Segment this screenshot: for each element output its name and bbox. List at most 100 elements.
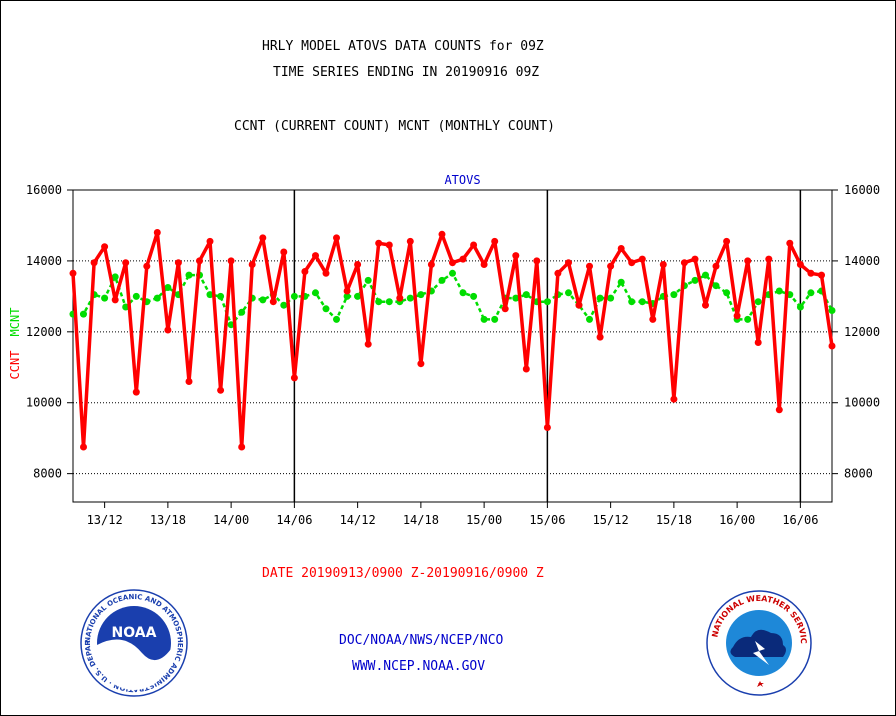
y-tick-label-left: 8000 — [33, 467, 62, 481]
data-point-ccnt — [153, 229, 161, 236]
data-point-mcnt — [712, 282, 720, 290]
data-point-ccnt — [491, 237, 499, 245]
x-tick-label: 16/00 — [719, 513, 755, 527]
data-point-ccnt — [101, 243, 109, 251]
data-point-mcnt — [670, 291, 678, 299]
data-point-ccnt — [354, 261, 362, 268]
data-point-mcnt — [364, 276, 372, 284]
x-tick-label: 15/18 — [656, 513, 692, 527]
data-point-ccnt — [659, 261, 667, 268]
data-point-mcnt — [449, 269, 456, 277]
chart-title-line-1: HRLY MODEL ATOVS DATA COUNTS for 09Z — [262, 39, 544, 54]
data-point-ccnt — [754, 339, 762, 346]
x-tick-label: 16/06 — [782, 513, 818, 527]
data-point-mcnt — [691, 276, 699, 284]
data-point-mcnt — [543, 298, 551, 306]
y-tick-label-left: 12000 — [26, 325, 62, 339]
data-point-mcnt — [480, 315, 488, 323]
data-point-ccnt — [459, 255, 467, 263]
noaa-wordmark: NOAA — [112, 625, 157, 641]
noaa-bird-shape — [97, 639, 171, 690]
data-point-ccnt — [80, 443, 87, 451]
data-point-mcnt — [438, 276, 446, 284]
data-point-mcnt — [354, 292, 362, 300]
x-tick-label: 14/18 — [403, 513, 439, 527]
axis-layer — [67, 189, 838, 508]
data-point-ccnt — [217, 386, 225, 394]
data-point-ccnt — [290, 374, 298, 382]
data-point-ccnt — [280, 248, 288, 256]
data-point-mcnt — [375, 298, 383, 306]
x-tick-label: 14/12 — [340, 513, 376, 527]
data-point-ccnt — [406, 237, 414, 245]
data-point-ccnt — [596, 333, 604, 341]
data-point-ccnt — [586, 262, 593, 270]
data-point-mcnt — [343, 292, 351, 300]
data-point-ccnt — [301, 268, 309, 275]
x-tick-label: 13/18 — [150, 513, 186, 527]
chart-subtitle: CCNT (CURRENT COUNT) MCNT (MONTHLY COUNT… — [234, 119, 555, 134]
x-tick-label: 15/00 — [466, 513, 502, 527]
data-point-mcnt — [807, 289, 815, 297]
data-point-ccnt — [607, 262, 615, 270]
data-point-mcnt — [628, 298, 636, 306]
data-point-ccnt — [122, 259, 130, 267]
series-layer — [69, 229, 836, 451]
data-point-mcnt — [217, 292, 225, 300]
y-tick-label-left: 14000 — [26, 254, 62, 268]
data-point-ccnt — [828, 342, 836, 350]
data-point-mcnt — [164, 284, 172, 291]
data-point-ccnt — [575, 301, 583, 309]
data-point-ccnt — [238, 443, 246, 451]
data-point-ccnt — [512, 252, 520, 260]
data-point-ccnt — [449, 259, 456, 267]
data-point-mcnt — [280, 301, 288, 309]
data-point-ccnt — [617, 245, 625, 252]
data-point-mcnt — [522, 291, 530, 299]
data-point-mcnt — [754, 298, 762, 306]
data-point-ccnt — [680, 259, 688, 267]
data-point-mcnt — [153, 294, 161, 302]
data-point-ccnt — [132, 388, 140, 396]
data-point-ccnt — [248, 261, 256, 268]
data-point-ccnt — [417, 360, 425, 368]
data-point-mcnt — [101, 294, 109, 302]
data-point-ccnt — [712, 262, 720, 270]
y-tick-label-left: 10000 — [26, 396, 62, 410]
data-point-ccnt — [185, 378, 193, 385]
website-link[interactable]: WWW.NCEP.NOAA.GOV — [352, 659, 486, 674]
data-point-mcnt — [322, 305, 330, 313]
data-point-ccnt — [111, 296, 119, 304]
data-point-mcnt — [238, 308, 246, 316]
data-point-ccnt — [744, 257, 752, 265]
data-point-ccnt — [818, 271, 825, 279]
data-point-ccnt — [533, 257, 541, 265]
data-point-ccnt — [480, 261, 488, 268]
data-point-mcnt — [80, 310, 87, 318]
data-point-ccnt — [501, 305, 509, 313]
data-point-mcnt — [185, 271, 193, 279]
y-tick-label-left: 16000 — [26, 183, 62, 197]
data-point-ccnt — [164, 326, 172, 334]
data-point-ccnt — [343, 287, 351, 295]
data-point-ccnt — [470, 241, 478, 249]
panel-title: ATOVS — [444, 173, 480, 187]
x-tick-label: 13/12 — [87, 513, 123, 527]
data-point-ccnt — [69, 269, 77, 277]
data-point-ccnt — [322, 269, 330, 277]
data-point-ccnt — [796, 261, 804, 268]
data-point-mcnt — [132, 292, 140, 300]
x-tick-label: 15/12 — [593, 513, 629, 527]
y-axis-label-mcnt: MCNT — [8, 308, 22, 337]
data-point-mcnt — [775, 287, 783, 295]
data-point-ccnt — [649, 315, 657, 323]
nws-logo: NATIONAL WEATHER SERVICE — [706, 590, 812, 696]
data-point-ccnt — [807, 269, 815, 277]
data-point-ccnt — [375, 239, 383, 247]
data-point-mcnt — [565, 289, 572, 297]
data-point-mcnt — [607, 294, 615, 302]
y-tick-label-right: 16000 — [844, 183, 880, 197]
data-point-ccnt — [385, 241, 393, 249]
data-point-ccnt — [765, 255, 773, 263]
